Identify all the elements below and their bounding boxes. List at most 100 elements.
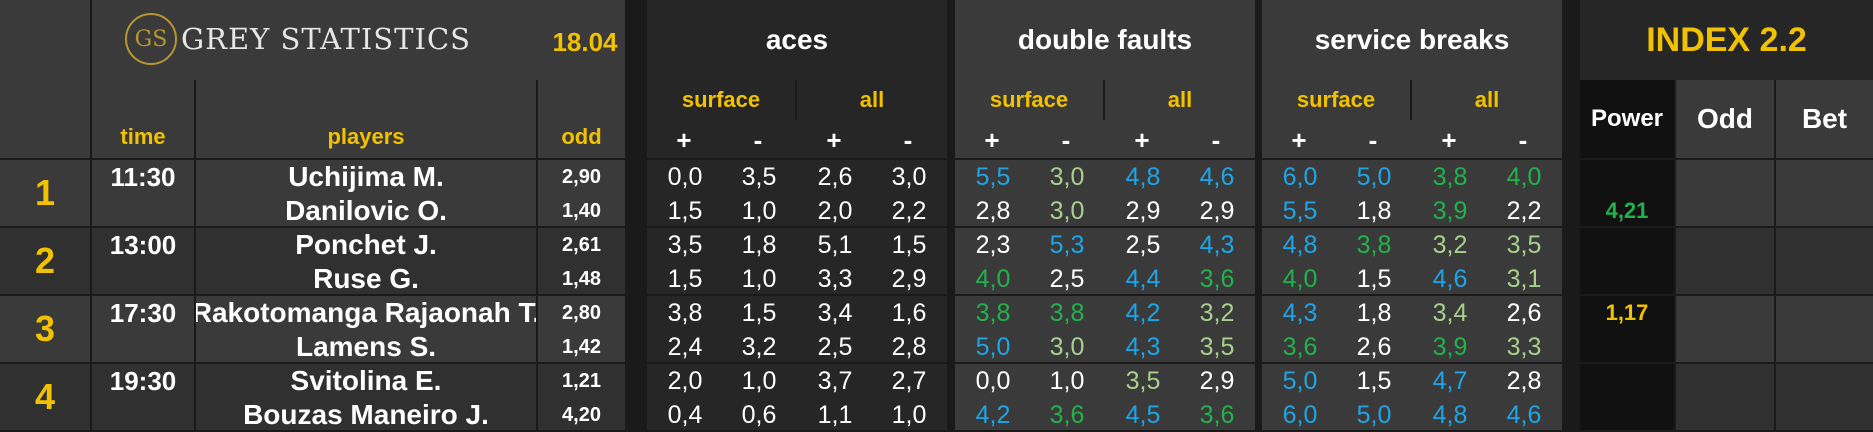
- stat-value: 5,0: [1262, 364, 1338, 398]
- stat-value: 2,7: [871, 364, 947, 398]
- stat-value: 5,0: [1336, 160, 1412, 194]
- stat-value: 2,5: [797, 330, 873, 364]
- stat-value: 2,6: [1336, 330, 1412, 364]
- plus-label: +: [1134, 124, 1150, 155]
- stat-value: 3,9: [1412, 194, 1488, 228]
- player-name: Svitolina E.: [196, 364, 536, 398]
- bet-input-cell[interactable]: [1776, 228, 1873, 294]
- stat-value: 3,3: [1486, 330, 1562, 364]
- stat-value: 4,3: [1179, 228, 1255, 262]
- minus-label: -: [1368, 124, 1378, 155]
- stat-value: 4,8: [1105, 160, 1181, 194]
- stat-value: 2,6: [1486, 296, 1562, 330]
- aces-surface-header: surface: [647, 80, 795, 120]
- stat-value: 1,5: [871, 228, 947, 262]
- stat-value: 5,5: [1262, 194, 1338, 228]
- stat-value: 3,7: [797, 364, 873, 398]
- index-title: INDEX 2.2: [1646, 20, 1807, 59]
- power-cell: [1580, 364, 1674, 430]
- plus-label: +: [1441, 124, 1457, 155]
- power-value: [1580, 262, 1674, 296]
- odd-input-cell[interactable]: [1676, 296, 1774, 362]
- plus-label: +: [1291, 124, 1307, 155]
- col-time-header: time: [92, 80, 194, 158]
- player-odd: 2,61: [538, 228, 625, 262]
- stat-value: 5,0: [955, 330, 1031, 364]
- bet-input-cell[interactable]: [1776, 296, 1873, 362]
- stat-value: 3,5: [1179, 330, 1255, 364]
- stat-value: 3,8: [1412, 160, 1488, 194]
- player-name: Danilovic O.: [196, 194, 536, 228]
- odd-input-cell[interactable]: [1676, 364, 1774, 430]
- odd-input-cell[interactable]: [1676, 228, 1774, 294]
- corner-cell: [0, 0, 90, 80]
- stat-value: 3,5: [1486, 228, 1562, 262]
- stat-value: 3,0: [1029, 160, 1105, 194]
- stat-value: 4,4: [1105, 262, 1181, 296]
- stat-value: 2,9: [1105, 194, 1181, 228]
- odd-input-cell[interactable]: [1676, 160, 1774, 226]
- stat-value: 3,8: [1336, 228, 1412, 262]
- stat-value: 4,3: [1262, 296, 1338, 330]
- header-divider: [0, 158, 1873, 160]
- col-power-header: Power: [1580, 80, 1674, 158]
- minus-label: -: [1061, 124, 1071, 155]
- power-cell: [1580, 228, 1674, 294]
- plus-label: +: [676, 124, 692, 155]
- sb-pm-row: [1262, 120, 1562, 158]
- logo-area: [92, 0, 625, 80]
- stat-value: 4,8: [1412, 398, 1488, 432]
- match-time: 11:30: [92, 160, 194, 194]
- player-odd: 2,80: [538, 296, 625, 330]
- group-service-breaks: service breaks: [1262, 0, 1562, 80]
- stat-value: 2,0: [797, 194, 873, 228]
- stat-value: 1,6: [871, 296, 947, 330]
- match-rank: 3: [0, 296, 90, 362]
- stat-value: 3,6: [1029, 398, 1105, 432]
- df-all-header: all: [1105, 80, 1255, 120]
- stat-value: 3,0: [871, 160, 947, 194]
- stat-value: 1,5: [721, 296, 797, 330]
- stat-value: 4,0: [1486, 160, 1562, 194]
- match-rank: 4: [0, 364, 90, 430]
- stat-value: 0,6: [721, 398, 797, 432]
- stat-value: 2,3: [955, 228, 1031, 262]
- stat-value: 2,5: [1029, 262, 1105, 296]
- aces-all-header: all: [797, 80, 947, 120]
- brand-name: GREY STATISTICS: [181, 22, 472, 56]
- column-separator: [625, 0, 647, 432]
- stat-value: 6,0: [1262, 398, 1338, 432]
- stat-value: 3,2: [721, 330, 797, 364]
- df-pm-row: [955, 120, 1255, 158]
- stat-value: 1,0: [721, 194, 797, 228]
- stat-value: 0,4: [647, 398, 723, 432]
- stat-value: 3,8: [647, 296, 723, 330]
- power-value: [1580, 398, 1674, 432]
- stat-value: 4,2: [955, 398, 1031, 432]
- stat-value: 1,0: [871, 398, 947, 432]
- column-separator: [1255, 0, 1262, 432]
- stat-value: 1,5: [647, 262, 723, 296]
- power-value: 4,21: [1605, 198, 1649, 223]
- stat-value: 4,0: [1262, 262, 1338, 296]
- stat-value: 0,0: [647, 160, 723, 194]
- bet-input-cell[interactable]: [1776, 364, 1873, 430]
- report-date: 18.04: [552, 26, 618, 57]
- stat-value: 2,8: [871, 330, 947, 364]
- stat-value: 1,8: [721, 228, 797, 262]
- stat-value: 1,5: [647, 194, 723, 228]
- match-time: 19:30: [92, 364, 194, 398]
- stat-value: 1,5: [1336, 364, 1412, 398]
- stat-value: 4,0: [955, 262, 1031, 296]
- stat-value: 3,5: [721, 160, 797, 194]
- player-odd: 2,90: [538, 160, 625, 194]
- stat-value: 2,8: [1486, 364, 1562, 398]
- player-odd: 1,21: [538, 364, 625, 398]
- match-divider: [0, 226, 1873, 228]
- stat-value: 4,7: [1412, 364, 1488, 398]
- stat-value: 2,5: [1105, 228, 1181, 262]
- player-name: Lamens S.: [196, 330, 536, 364]
- stat-value: 3,5: [647, 228, 723, 262]
- bet-input-cell[interactable]: [1776, 160, 1873, 226]
- col-odd2-header: Odd: [1676, 80, 1774, 158]
